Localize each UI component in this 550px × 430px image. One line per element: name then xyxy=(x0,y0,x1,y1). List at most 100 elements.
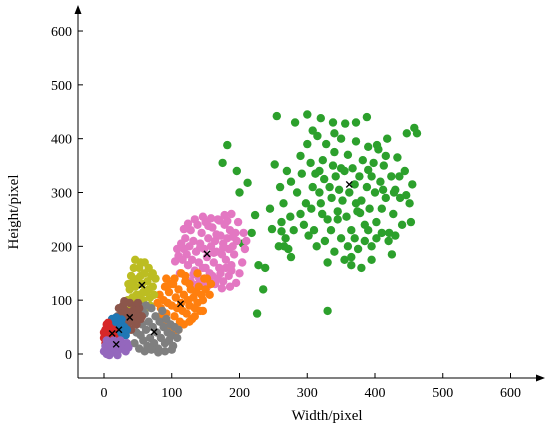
data-point-cluster-3 xyxy=(194,282,203,291)
data-point-cluster-1 xyxy=(347,261,356,270)
data-point-cluster-1 xyxy=(340,255,349,264)
data-point-cluster-2 xyxy=(227,209,236,219)
data-point-cluster-1 xyxy=(316,199,325,208)
x-axis-label: Width/pixel xyxy=(291,408,362,424)
y-axis-arrowhead xyxy=(74,5,82,14)
data-point-cluster-1 xyxy=(320,236,330,246)
data-point-cluster-1 xyxy=(350,180,359,189)
data-point-cluster-1 xyxy=(235,188,244,197)
data-point-cluster-1 xyxy=(350,234,359,243)
data-point-cluster-3 xyxy=(182,309,191,318)
data-point-cluster-1 xyxy=(376,177,385,186)
centroid-marker-5 xyxy=(150,328,158,336)
data-point-cluster-1 xyxy=(341,119,350,128)
data-point-cluster-1 xyxy=(243,178,252,187)
data-point-cluster-1 xyxy=(377,228,386,238)
data-point-cluster-6 xyxy=(133,298,143,308)
centroid-marker-2 xyxy=(203,250,211,258)
x-tick-label: 300 xyxy=(297,386,318,401)
centroid-marker-9 xyxy=(112,340,120,348)
x-tick-label: 400 xyxy=(365,386,386,401)
data-point-cluster-1 xyxy=(328,161,338,170)
data-point-cluster-1 xyxy=(261,263,270,273)
data-point-cluster-1 xyxy=(353,244,363,254)
data-point-cluster-2 xyxy=(216,269,225,278)
data-point-cluster-1 xyxy=(345,188,354,197)
data-point-cluster-9 xyxy=(113,350,122,360)
centroid-marker-4 xyxy=(138,281,146,289)
data-point-cluster-1 xyxy=(364,142,373,151)
data-point-cluster-2 xyxy=(219,277,228,286)
data-point-cluster-1 xyxy=(309,226,319,235)
data-point-cluster-1 xyxy=(323,306,332,316)
data-point-cluster-3 xyxy=(185,317,194,326)
data-point-cluster-1 xyxy=(372,234,381,243)
data-point-cluster-1 xyxy=(328,118,338,127)
data-point-cluster-3 xyxy=(190,312,199,321)
data-point-cluster-2 xyxy=(217,284,227,293)
data-point-cluster-3 xyxy=(164,287,174,297)
data-point-cluster-1 xyxy=(351,137,361,146)
data-point-cluster-1 xyxy=(367,172,376,181)
data-point-cluster-1 xyxy=(367,255,376,264)
data-point-cluster-8 xyxy=(99,328,109,337)
y-tick-label: 400 xyxy=(51,133,72,148)
data-point-cluster-1 xyxy=(355,208,365,218)
data-point-cluster-2 xyxy=(227,266,236,275)
data-point-cluster-2 xyxy=(225,282,235,291)
data-point-cluster-4 xyxy=(149,290,159,299)
x-axis-arrowhead xyxy=(536,374,545,382)
data-point-cluster-1 xyxy=(281,234,290,243)
data-point-cluster-2 xyxy=(238,258,247,267)
data-point-cluster-2 xyxy=(215,216,224,225)
data-point-cluster-1 xyxy=(325,182,334,192)
data-point-cluster-4 xyxy=(131,255,140,264)
data-point-cluster-1 xyxy=(312,242,321,251)
data-point-cluster-4 xyxy=(136,271,145,281)
data-point-cluster-1 xyxy=(387,250,397,259)
data-point-cluster-4 xyxy=(135,263,144,273)
data-point-cluster-1 xyxy=(252,309,262,318)
data-point-cluster-1 xyxy=(395,172,404,181)
data-point-cluster-1 xyxy=(408,180,417,189)
data-point-cluster-1 xyxy=(330,129,339,138)
data-point-cluster-1 xyxy=(364,226,373,235)
data-point-cluster-1 xyxy=(326,226,336,235)
data-point-cluster-1 xyxy=(333,215,342,224)
data-point-cluster-1 xyxy=(348,164,357,173)
data-point-cluster-2 xyxy=(187,255,197,264)
data-point-cluster-2 xyxy=(201,263,210,273)
data-point-cluster-2 xyxy=(209,248,218,257)
data-point-cluster-1 xyxy=(304,231,313,240)
data-point-cluster-1 xyxy=(218,158,227,168)
data-point-cluster-1 xyxy=(327,193,336,203)
data-point-cluster-1 xyxy=(381,151,390,161)
y-tick-label: 200 xyxy=(51,240,72,255)
data-point-cluster-1 xyxy=(296,151,305,161)
data-point-cluster-3 xyxy=(185,279,194,289)
data-point-cluster-1 xyxy=(336,164,346,173)
data-point-cluster-1 xyxy=(331,172,340,181)
y-tick-label: 100 xyxy=(51,294,72,309)
data-point-cluster-1 xyxy=(282,166,292,176)
data-point-cluster-2 xyxy=(242,236,251,246)
data-point-cluster-1 xyxy=(378,185,388,194)
data-point-cluster-1 xyxy=(277,217,286,227)
data-point-cluster-1 xyxy=(336,234,346,243)
data-point-cluster-5 xyxy=(147,345,156,354)
data-point-cluster-1 xyxy=(303,110,312,119)
data-point-cluster-1 xyxy=(297,169,306,178)
data-point-cluster-3 xyxy=(153,298,162,308)
data-point-cluster-1 xyxy=(323,258,332,267)
data-point-cluster-5 xyxy=(140,347,149,356)
data-point-cluster-1 xyxy=(250,210,260,220)
data-point-cluster-7 xyxy=(117,315,126,324)
data-point-cluster-3 xyxy=(193,269,202,278)
data-point-cluster-1 xyxy=(267,224,277,234)
x-tick-label: 100 xyxy=(161,386,182,401)
data-point-cluster-1 xyxy=(342,212,351,221)
data-point-cluster-1 xyxy=(259,285,268,294)
data-point-cluster-2 xyxy=(196,243,205,252)
x-ticks: 0 100 200 300 400 500 600 xyxy=(101,373,521,401)
data-point-cluster-1 xyxy=(247,228,256,238)
